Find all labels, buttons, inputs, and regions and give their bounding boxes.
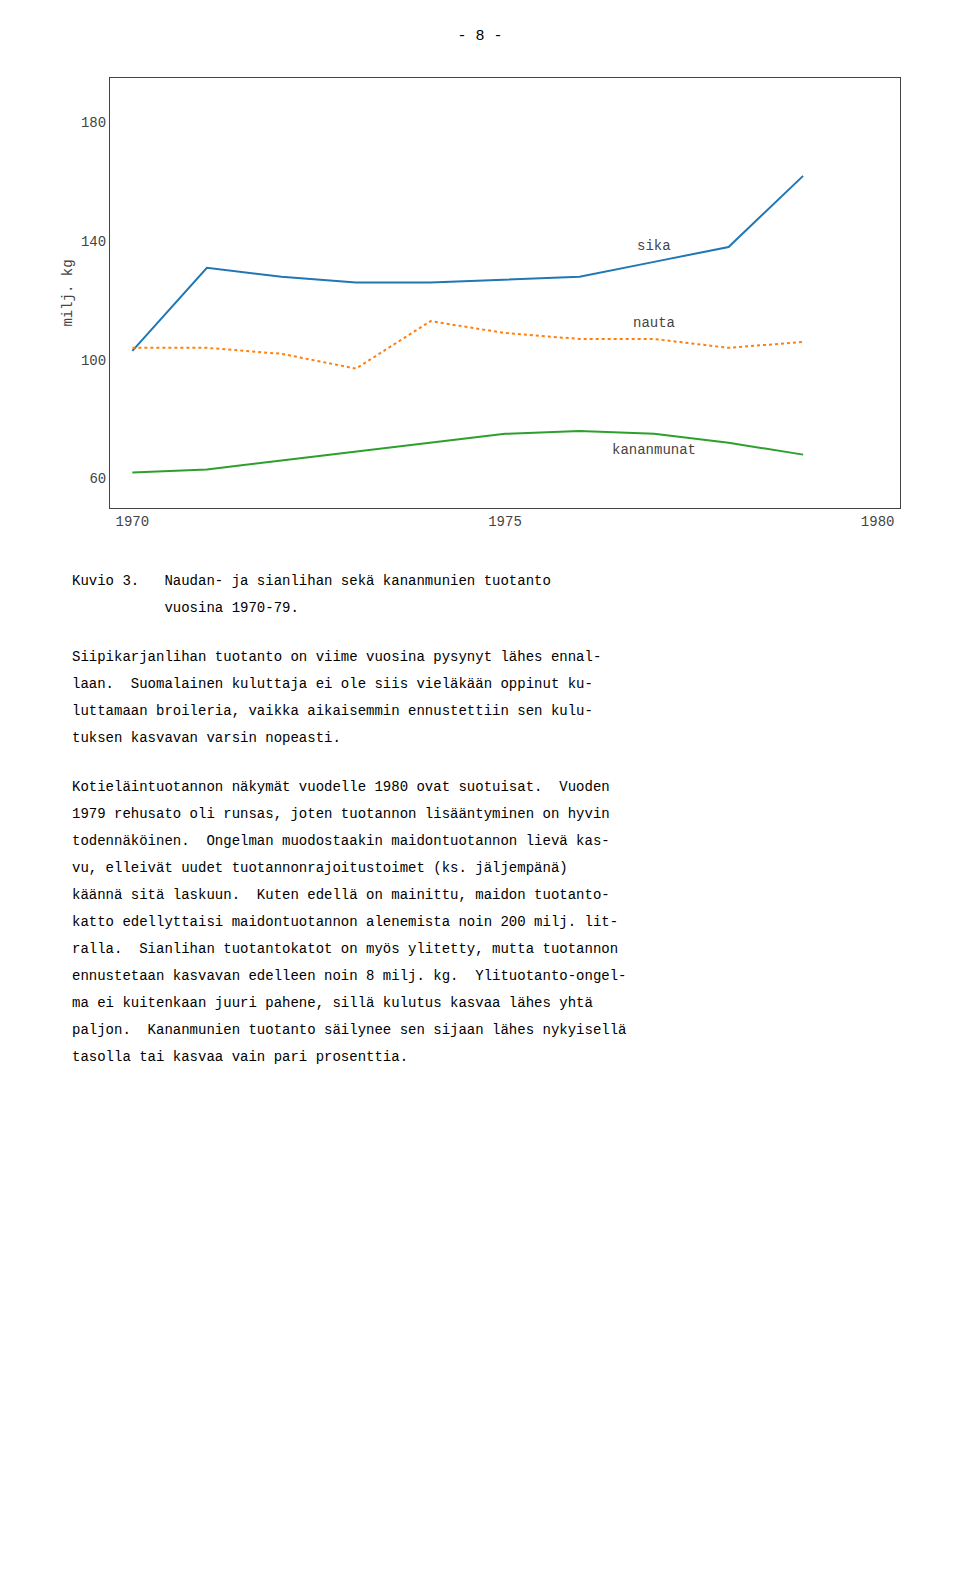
html-text:vu, elleivät uudet tuotannonra: vu, elleivät uudet tuotannonrajoitustoim… — [72, 860, 568, 876]
html-text:katto edellyttaisi maidontuota: katto edellyttaisi maidontuotannon alene… — [72, 914, 619, 930]
html-text:Kotieläintuotannon näkymät vuo: Kotieläintuotannon näkymät vuodelle 1980… — [72, 779, 610, 795]
html-text:todennäköinen. Ongelman muodos: todennäköinen. Ongelman muodostaakin mai… — [72, 833, 610, 849]
svg-text:milj. kg: milj. kg — [60, 259, 76, 326]
html-text:ennustetaan kasvavan edelleen: ennustetaan kasvavan edelleen noin 8 mil… — [72, 968, 627, 984]
html-text:tasolla tai kasvaa vain pari p: tasolla tai kasvaa vain pari prosenttia. — [72, 1049, 409, 1065]
html-text:- 8 -: - 8 - — [457, 28, 503, 45]
svg-text:100: 100 — [81, 353, 106, 369]
html-text:Kuvio 3. Naudan- ja sianlihan: Kuvio 3. Naudan- ja sianlihan sekä kanan… — [72, 573, 551, 589]
html-text:Siipikarjanlihan tuotanto on v: Siipikarjanlihan tuotanto on viime vuosi… — [72, 649, 602, 665]
html-text:laan. Suomalainen kuluttaja ei: laan. Suomalainen kuluttaja ei ole siis … — [72, 676, 593, 692]
svg-text:140: 140 — [81, 234, 106, 250]
html-text:ma ei kuitenkaan juuri pahene,: ma ei kuitenkaan juuri pahene, sillä kul… — [72, 995, 593, 1011]
svg-text:1975: 1975 — [488, 514, 522, 530]
svg-text:60: 60 — [89, 471, 106, 487]
html-text:käännä sitä laskuun. Kuten ede: käännä sitä laskuun. Kuten edellä on mai… — [72, 887, 610, 903]
html-text:paljon. Kananmunien tuotanto s: paljon. Kananmunien tuotanto säilynee se… — [72, 1022, 627, 1038]
html-text:luttamaan broileria, vaikka ai: luttamaan broileria, vaikka aikaisemmin … — [72, 703, 593, 719]
svg-text:sika: sika — [637, 238, 671, 254]
html-text:tuksen kasvavan varsin nopeast: tuksen kasvavan varsin nopeasti. — [72, 730, 341, 746]
html-text:ralla. Sianlihan tuotantokatot: ralla. Sianlihan tuotantokatot on myös y… — [72, 941, 619, 957]
svg-text:nauta: nauta — [633, 315, 675, 331]
html-text:1979 rehusato oli runsas, jote: 1979 rehusato oli runsas, joten tuotanno… — [72, 806, 610, 822]
svg-text:1970: 1970 — [116, 514, 150, 530]
html-text:vuosina 1970-79.: vuosina 1970-79. — [72, 600, 299, 616]
svg-text:kananmunat: kananmunat — [612, 442, 696, 458]
svg-text:1980: 1980 — [861, 514, 895, 530]
svg-text:180: 180 — [81, 115, 106, 131]
